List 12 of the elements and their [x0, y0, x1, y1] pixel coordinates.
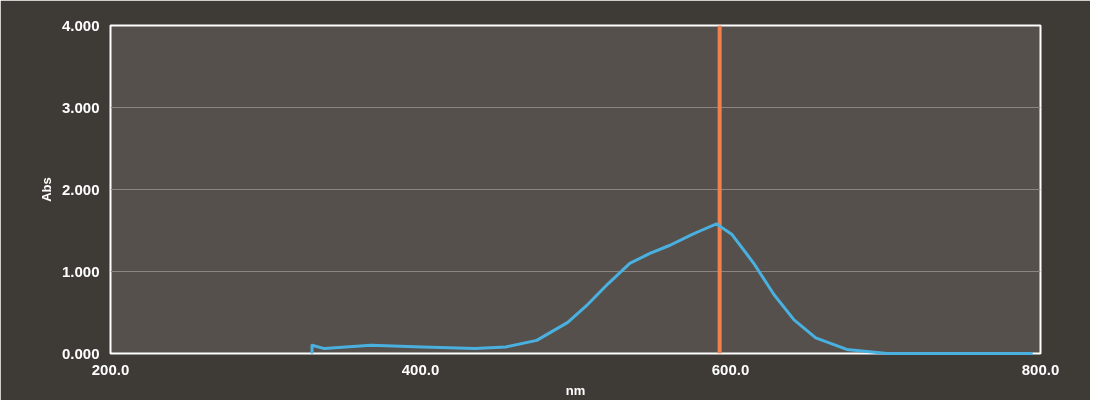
- y-axis-title: Abs: [38, 177, 54, 202]
- x-tick-label: 800.0: [1021, 360, 1060, 378]
- y-tick-label: 2.000: [61, 180, 100, 198]
- line-series: [310, 222, 1035, 355]
- x-tick-label: 200.0: [91, 360, 130, 378]
- x-axis-title: nm: [565, 382, 586, 398]
- x-tick-label: 600.0: [711, 360, 750, 378]
- y-tick-label: 1.000: [61, 262, 100, 280]
- y-tick-label: 4.000: [61, 16, 100, 34]
- y-tick-label: 3.000: [61, 98, 100, 116]
- y-tick-label: 0.000: [61, 344, 100, 362]
- x-tick-label: 400.0: [401, 360, 440, 378]
